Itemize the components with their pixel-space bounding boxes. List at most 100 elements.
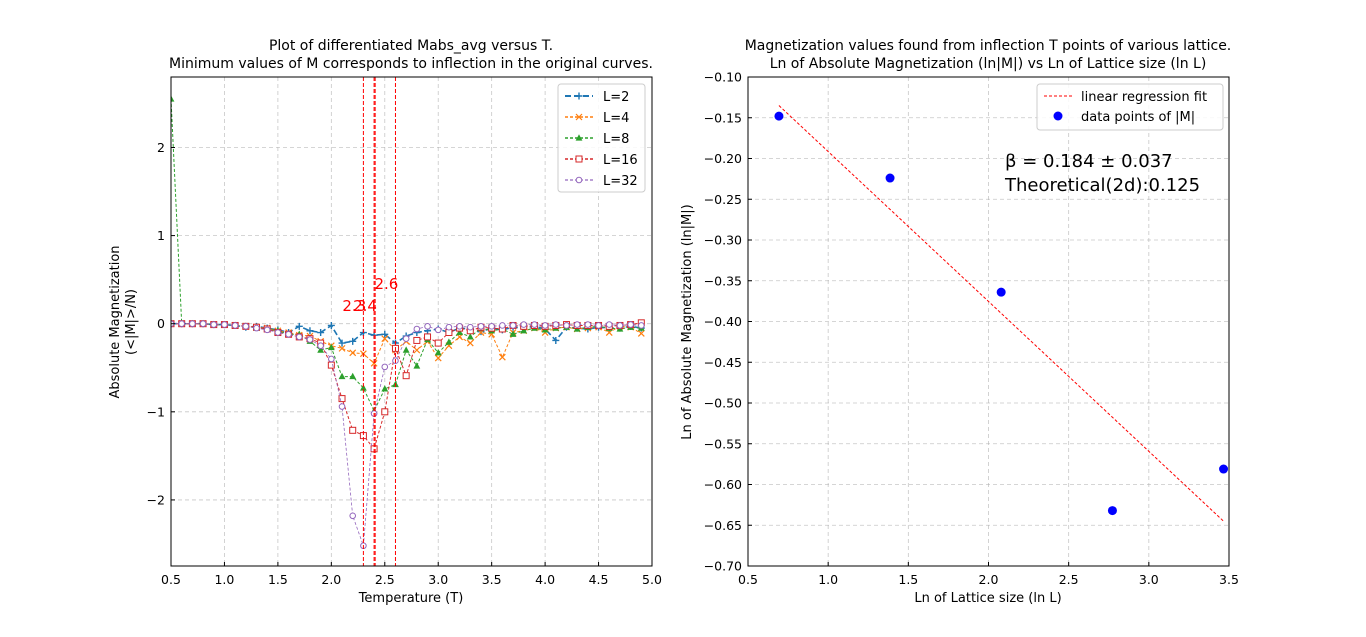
data-point-l4 <box>466 339 474 347</box>
right-y-tick-label: −0.40 <box>704 314 742 329</box>
right-x-tick-label: 3.5 <box>1219 572 1239 587</box>
right-x-ticks: 0.5 1.0 1.5 2.0 2.5 3.0 3.5 <box>738 562 1239 587</box>
data-point-l32 <box>178 320 185 328</box>
data-point-l8 <box>413 362 421 369</box>
data-point-l32 <box>189 320 196 328</box>
data-point-l32 <box>563 322 570 329</box>
right-y-tick-label: −0.70 <box>704 559 742 574</box>
data-point-l8 <box>466 333 474 340</box>
right-y-ticks: −0.10 −0.15 −0.20 −0.25 −0.30 −0.35 −0.40 −0.45… <box>704 70 752 574</box>
data-point-l2 <box>349 337 357 345</box>
data-point-l32 <box>627 321 634 328</box>
left-y-axis-label-1: Absolute Magnetization <box>108 245 123 398</box>
left-x-tick-label: 5.0 <box>642 572 662 587</box>
left-legend: L=2 L=4 L=8 L=16 L=32 <box>557 83 646 193</box>
data-point-l32 <box>274 329 282 336</box>
legend-marker-l32 <box>575 176 583 184</box>
data-point-l8 <box>317 346 325 353</box>
data-point-l32 <box>402 335 410 342</box>
right-y-tick-label: −0.50 <box>704 396 742 411</box>
data-point-l4 <box>498 353 506 361</box>
data-point-l32 <box>413 325 421 333</box>
data-point-l32 <box>541 322 549 329</box>
right-marks-group <box>774 105 1229 522</box>
data-point-l32 <box>477 323 485 330</box>
left-vlines: 2.32.4 2.6 <box>342 77 398 566</box>
data-point-l32 <box>295 333 303 341</box>
data-point-l4 <box>381 335 389 343</box>
data-point-l32 <box>434 326 442 334</box>
legend-label-l4: L=4 <box>603 111 629 126</box>
data-point-l2 <box>295 322 303 330</box>
left-y-tick-label: 1 <box>157 228 165 243</box>
data-point-l8 <box>360 384 367 391</box>
left-y-axis-label-2: (<|M|>/N) <box>124 289 139 355</box>
left-x-tick-label: 4.5 <box>589 572 609 587</box>
left-y-tick-label: −1 <box>147 404 165 419</box>
series-line-l4 <box>171 323 642 365</box>
data-point-l32 <box>573 321 581 328</box>
data-point-m <box>774 111 784 121</box>
data-point-l32 <box>381 363 389 371</box>
data-point-l32 <box>552 321 560 328</box>
data-point-l4 <box>637 329 645 337</box>
right-x-tick-label: 3.0 <box>1139 572 1159 587</box>
data-point-l2 <box>552 336 560 344</box>
data-point-l4 <box>338 344 346 352</box>
left-chart-subtitle: Minimum values of M corresponds to infle… <box>169 56 653 72</box>
data-point-l8 <box>434 348 442 356</box>
right-chart-title: Magnetization values found from inflecti… <box>745 38 1232 54</box>
data-point-l4 <box>370 359 378 367</box>
legend-entry-l2: L=2 <box>565 90 629 105</box>
right-x-axis-label: Ln of Lattice size (ln L) <box>914 591 1061 606</box>
left-x-ticks: 0.5 1.0 1.5 2.0 2.5 3.0 3.5 4.0 4.5 5.0 <box>161 562 662 587</box>
right-x-tick-label: 2.0 <box>979 572 999 587</box>
right-y-tick-label: −0.35 <box>704 273 742 288</box>
left-x-tick-label: 4.0 <box>535 572 555 587</box>
data-point-l2 <box>338 339 346 347</box>
data-point-l32 <box>349 512 357 520</box>
right-x-tick-label: 0.5 <box>738 572 758 587</box>
legend-marker-l16 <box>575 155 583 163</box>
data-point-l32 <box>638 322 645 329</box>
data-point-l8 <box>520 326 528 334</box>
legend-entry-l32: L=32 <box>565 174 638 189</box>
legend-label-data: data points of |M| <box>1081 110 1195 125</box>
data-point-l32 <box>242 323 250 330</box>
legend-label-l16: L=16 <box>603 153 638 168</box>
left-chart-title: Plot of differentiated Mabs_avg versus T… <box>269 38 553 54</box>
data-point-l32 <box>520 321 528 328</box>
left-y-tick-label: 2 <box>157 140 165 155</box>
right-y-tick-label: −0.60 <box>704 477 742 492</box>
left-x-axis-label: Temperature (T) <box>358 591 464 606</box>
data-point-m <box>1219 464 1229 474</box>
legend-data-marker <box>1053 111 1063 121</box>
data-point-l32 <box>221 321 228 328</box>
left-x-tick-label: 1.5 <box>268 572 288 587</box>
left-legend-box <box>557 83 646 193</box>
data-point-l4 <box>413 346 421 354</box>
data-point-l16 <box>338 395 346 403</box>
data-point-l32 <box>466 323 474 331</box>
data-point-l32 <box>456 323 463 330</box>
right-y-tick-label: −0.45 <box>704 355 742 370</box>
data-point-l32 <box>531 321 538 328</box>
left-plot-frame <box>170 76 653 567</box>
data-point-l32 <box>445 323 453 331</box>
regression-fit-line <box>778 105 1224 522</box>
data-point-l8 <box>402 346 410 353</box>
data-point-l32 <box>263 326 271 334</box>
left-y-ticks: −2 −1 0 1 2 <box>147 140 175 507</box>
left-series-group <box>171 95 645 550</box>
data-point-l2 <box>317 329 325 337</box>
right-chart-subtitle: Ln of Absolute Magnetization (ln|M|) vs … <box>770 56 1207 72</box>
series-line-l32 <box>171 323 642 546</box>
beta-annotation: β = 0.184 ± 0.037 <box>1005 151 1173 172</box>
data-point-l8 <box>327 343 335 351</box>
data-point-l32 <box>317 342 324 350</box>
data-point-l32 <box>424 323 431 330</box>
data-point-l32 <box>616 322 624 329</box>
data-point-l32 <box>509 322 517 329</box>
left-y-tick-label: −2 <box>147 492 165 507</box>
data-point-l32 <box>210 321 218 328</box>
